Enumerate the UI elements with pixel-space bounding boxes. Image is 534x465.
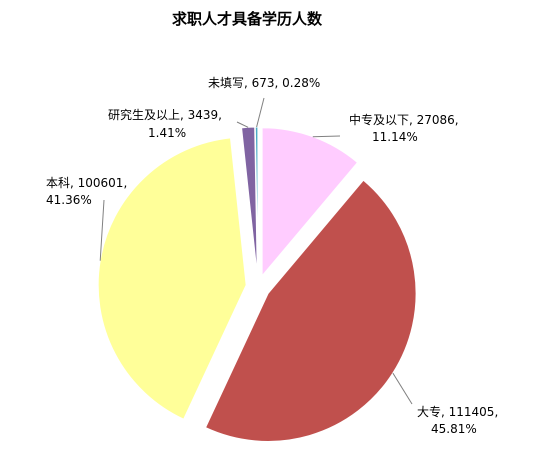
slice-benke [97, 137, 247, 420]
slice-label-benke-line1: 本科, 100601, [46, 176, 127, 190]
slice-yanjiusheng [241, 126, 258, 276]
slice-label-yanjiusheng: 研究生及以上, 3439, 1.41% [108, 107, 226, 140]
slice-dazhuan [204, 179, 417, 442]
slice-label-dazhuan-line2: 45.81% [431, 422, 477, 436]
slice-label-zhongzhuan-line1: 中专及以下, 27086, [349, 112, 459, 127]
slice-label-yanjiusheng-line1: 研究生及以上, 3439, [108, 107, 222, 122]
chart-title: 求职人才具备学历人数 [172, 10, 323, 28]
pie-slices [97, 126, 417, 442]
slice-label-benke-line2: 41.36% [46, 193, 92, 207]
leader-yanjiusheng [236, 121, 249, 128]
leader-weitianxie [256, 97, 265, 128]
slice-weitianxie [254, 126, 259, 276]
slice-label-yanjiusheng-line2: 1.41% [148, 126, 186, 140]
slice-label-weitianxie-line1: 未填写, 673, 0.28% [208, 76, 320, 90]
slice-label-benke: 本科, 100601, 41.36% [46, 176, 131, 207]
slice-label-dazhuan-line1: 大专, 111405, [417, 404, 498, 419]
leader-benke [99, 199, 105, 261]
slice-label-dazhuan: 大专, 111405, 45.81% [417, 404, 502, 436]
leader-dazhuan [392, 372, 413, 405]
slice-label-zhongzhuan-line2: 11.14% [372, 130, 418, 144]
leader-lines [99, 97, 413, 405]
slice-label-zhongzhuan: 中专及以下, 27086, 11.14% [349, 112, 462, 144]
slice-labels: 中专及以下, 27086, 11.14% 大专, 111405, 45.81% … [46, 76, 502, 436]
leader-zhongzhuan [312, 135, 341, 138]
slice-label-weitianxie: 未填写, 673, 0.28% [208, 76, 320, 90]
